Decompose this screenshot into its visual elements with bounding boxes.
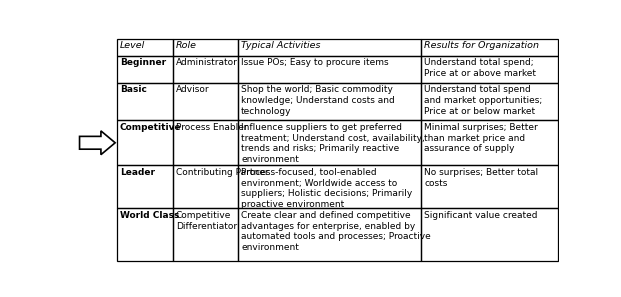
Text: Create clear and defined competitive
advantages for enterprise, enabled by
autom: Create clear and defined competitive adv… bbox=[241, 211, 431, 252]
Text: Advisor: Advisor bbox=[176, 85, 210, 94]
Text: No surprises; Better total
costs: No surprises; Better total costs bbox=[424, 168, 538, 188]
Bar bbox=[117, 83, 173, 120]
Bar bbox=[238, 83, 421, 120]
Bar bbox=[117, 56, 173, 83]
Text: Understand total spend
and market opportunities;
Price at or below market: Understand total spend and market opport… bbox=[424, 85, 542, 116]
Bar bbox=[117, 120, 173, 165]
Bar bbox=[173, 120, 238, 165]
Text: Competitive: Competitive bbox=[120, 123, 181, 132]
Text: Process-focused, tool-enabled
environment; Worldwide access to
suppliers; Holist: Process-focused, tool-enabled environmen… bbox=[241, 168, 412, 209]
Text: World Class: World Class bbox=[120, 211, 179, 220]
Text: Influence suppliers to get preferred
treatment; Understand cost, availability,
t: Influence suppliers to get preferred tre… bbox=[241, 123, 425, 164]
Text: Competitive
Differentiator: Competitive Differentiator bbox=[176, 211, 237, 231]
Text: Significant value created: Significant value created bbox=[424, 211, 538, 220]
Bar bbox=[238, 56, 421, 83]
Text: Issue POs; Easy to procure items: Issue POs; Easy to procure items bbox=[241, 58, 389, 67]
Bar bbox=[238, 120, 421, 165]
Text: Level: Level bbox=[120, 41, 145, 50]
Bar bbox=[173, 39, 238, 56]
Text: Basic: Basic bbox=[120, 85, 147, 94]
Text: Understand total spend;
Price at or above market: Understand total spend; Price at or abov… bbox=[424, 58, 536, 78]
Polygon shape bbox=[79, 131, 115, 155]
Bar bbox=[421, 56, 558, 83]
Bar bbox=[117, 165, 173, 208]
Text: Contributing Partner: Contributing Partner bbox=[176, 168, 269, 177]
Text: Administrator: Administrator bbox=[176, 58, 238, 67]
Bar bbox=[173, 208, 238, 261]
Text: Process Enabler: Process Enabler bbox=[176, 123, 248, 132]
Bar bbox=[117, 208, 173, 261]
Text: Leader: Leader bbox=[120, 168, 155, 177]
Text: Shop the world; Basic commodity
knowledge; Understand costs and
technology: Shop the world; Basic commodity knowledg… bbox=[241, 85, 395, 116]
Text: Role: Role bbox=[176, 41, 197, 50]
Bar bbox=[421, 39, 558, 56]
Bar bbox=[421, 83, 558, 120]
Bar bbox=[238, 165, 421, 208]
Bar bbox=[173, 56, 238, 83]
Bar bbox=[238, 208, 421, 261]
Text: Typical Activities: Typical Activities bbox=[241, 41, 320, 50]
Bar bbox=[173, 83, 238, 120]
Bar bbox=[173, 165, 238, 208]
Bar bbox=[421, 120, 558, 165]
Text: Results for Organization: Results for Organization bbox=[424, 41, 539, 50]
Text: Minimal surprises; Better
than market price and
assurance of supply: Minimal surprises; Better than market pr… bbox=[424, 123, 538, 154]
Text: Beginner: Beginner bbox=[120, 58, 166, 67]
Bar bbox=[117, 39, 173, 56]
Bar bbox=[421, 165, 558, 208]
Bar bbox=[421, 208, 558, 261]
Bar bbox=[238, 39, 421, 56]
